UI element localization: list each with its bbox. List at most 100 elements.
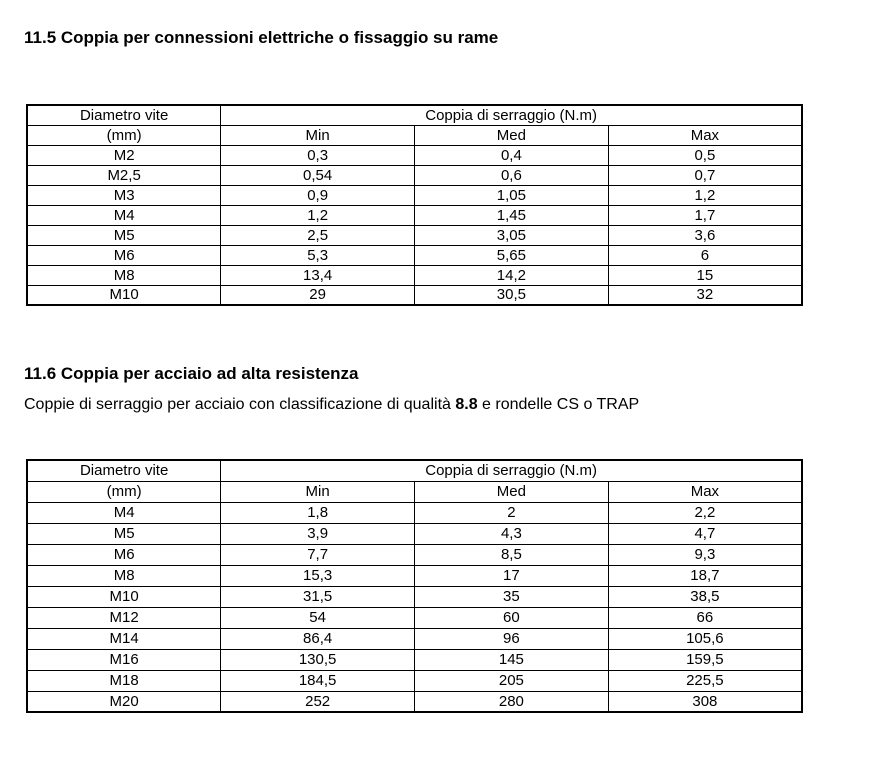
table-row: M14 86,4 96 105,6 [26, 627, 803, 650]
diameter-cell: M2,5 [26, 164, 222, 186]
table-row: M12 54 60 66 [26, 606, 803, 629]
section-heading-11-5: 11.5 Coppia per connessioni elettriche o… [24, 28, 499, 47]
section-description: Coppie di serraggio per acciaio con clas… [24, 396, 639, 414]
diameter-column-header: Diametro vite [26, 459, 222, 482]
section-heading-11-6: 11.6 Coppia per acciaio ad alta resisten… [24, 364, 359, 383]
torque-value-cell: 145 [414, 648, 609, 671]
table-row: M5 2,5 3,05 3,6 [26, 224, 803, 246]
diameter-cell: M4 [26, 204, 222, 226]
diameter-cell: M14 [26, 627, 222, 650]
torque-value-cell: 0,4 [414, 144, 609, 166]
diameter-column-header: Diametro vite [26, 104, 222, 126]
torque-value-cell: 1,7 [607, 204, 803, 226]
med-column-header: Med [414, 124, 609, 146]
torque-value-cell: 2,2 [607, 501, 803, 524]
diameter-cell: M3 [26, 184, 222, 206]
table-header-row: Diametro vite Coppia di serraggio (N.m) [26, 104, 803, 126]
torque-value-cell: 225,5 [607, 669, 803, 692]
torque-value-cell: 38,5 [607, 585, 803, 608]
torque-value-cell: 1,05 [414, 184, 609, 206]
diameter-cell: M8 [26, 264, 222, 286]
table-row: M8 15,3 17 18,7 [26, 564, 803, 587]
table-row: M6 5,3 5,65 6 [26, 244, 803, 266]
torque-value-cell: 4,3 [414, 522, 609, 545]
torque-value-cell: 15,3 [220, 564, 415, 587]
table-row: M2,5 0,54 0,6 0,7 [26, 164, 803, 186]
torque-table-copper-connections: Diametro vite Coppia di serraggio (N.m) … [26, 104, 803, 306]
table-subheader-row: (mm) Min Med Max [26, 480, 803, 503]
torque-value-cell: 0,3 [220, 144, 415, 166]
diameter-cell: M18 [26, 669, 222, 692]
torque-value-cell: 6 [607, 244, 803, 266]
torque-value-cell: 1,2 [220, 204, 415, 226]
diameter-cell: M10 [26, 585, 222, 608]
table-row: M4 1,8 2 2,2 [26, 501, 803, 524]
diameter-cell: M8 [26, 564, 222, 587]
torque-value-cell: 1,2 [607, 184, 803, 206]
torque-value-cell: 5,3 [220, 244, 415, 266]
torque-value-cell: 0,7 [607, 164, 803, 186]
torque-value-cell: 0,54 [220, 164, 415, 186]
torque-value-cell: 13,4 [220, 264, 415, 286]
torque-value-cell: 308 [607, 690, 803, 713]
diameter-cell: M12 [26, 606, 222, 629]
torque-value-cell: 159,5 [607, 648, 803, 671]
min-column-header: Min [220, 124, 415, 146]
torque-value-cell: 66 [607, 606, 803, 629]
diameter-cell: M10 [26, 284, 222, 306]
table-row: M16 130,5 145 159,5 [26, 648, 803, 671]
torque-group-header: Coppia di serraggio (N.m) [220, 459, 803, 482]
torque-value-cell: 5,65 [414, 244, 609, 266]
diameter-cell: M6 [26, 244, 222, 266]
diameter-cell: M5 [26, 522, 222, 545]
diameter-cell: M16 [26, 648, 222, 671]
table-row: M10 29 30,5 32 [26, 284, 803, 306]
table-row: M3 0,9 1,05 1,2 [26, 184, 803, 206]
torque-value-cell: 105,6 [607, 627, 803, 650]
description-prefix: Coppie di serraggio per acciaio con clas… [24, 396, 456, 413]
diameter-unit-header: (mm) [26, 480, 222, 503]
torque-value-cell: 205 [414, 669, 609, 692]
torque-value-cell: 3,9 [220, 522, 415, 545]
torque-value-cell: 184,5 [220, 669, 415, 692]
torque-value-cell: 15 [607, 264, 803, 286]
table-header-row: Diametro vite Coppia di serraggio (N.m) [26, 459, 803, 482]
torque-value-cell: 0,5 [607, 144, 803, 166]
torque-value-cell: 0,9 [220, 184, 415, 206]
diameter-cell: M5 [26, 224, 222, 246]
diameter-cell: M20 [26, 690, 222, 713]
min-column-header: Min [220, 480, 415, 503]
torque-value-cell: 4,7 [607, 522, 803, 545]
med-column-header: Med [414, 480, 609, 503]
diameter-cell: M6 [26, 543, 222, 566]
torque-value-cell: 96 [414, 627, 609, 650]
table-row: M2 0,3 0,4 0,5 [26, 144, 803, 166]
table-row: M6 7,7 8,5 9,3 [26, 543, 803, 566]
torque-value-cell: 280 [414, 690, 609, 713]
max-column-header: Max [607, 124, 803, 146]
diameter-cell: M4 [26, 501, 222, 524]
torque-value-cell: 30,5 [414, 284, 609, 306]
torque-value-cell: 31,5 [220, 585, 415, 608]
torque-value-cell: 2,5 [220, 224, 415, 246]
torque-value-cell: 60 [414, 606, 609, 629]
table-row: M18 184,5 205 225,5 [26, 669, 803, 692]
table-row: M20 252 280 308 [26, 690, 803, 713]
max-column-header: Max [607, 480, 803, 503]
torque-value-cell: 252 [220, 690, 415, 713]
torque-value-cell: 3,6 [607, 224, 803, 246]
quality-grade: 8.8 [455, 396, 478, 413]
diameter-unit-header: (mm) [26, 124, 222, 146]
torque-value-cell: 35 [414, 585, 609, 608]
torque-value-cell: 3,05 [414, 224, 609, 246]
table-row: M8 13,4 14,2 15 [26, 264, 803, 286]
torque-value-cell: 8,5 [414, 543, 609, 566]
torque-group-header: Coppia di serraggio (N.m) [220, 104, 803, 126]
torque-value-cell: 14,2 [414, 264, 609, 286]
table-row: M5 3,9 4,3 4,7 [26, 522, 803, 545]
table-row: M10 31,5 35 38,5 [26, 585, 803, 608]
table-subheader-row: (mm) Min Med Max [26, 124, 803, 146]
torque-value-cell: 130,5 [220, 648, 415, 671]
torque-table-high-strength-steel: Diametro vite Coppia di serraggio (N.m) … [26, 459, 803, 713]
